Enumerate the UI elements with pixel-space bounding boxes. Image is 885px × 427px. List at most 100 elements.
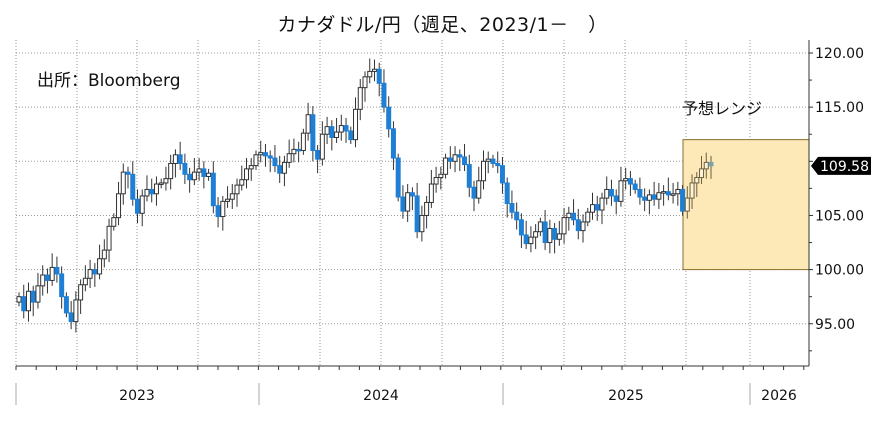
- candle-up: [371, 68, 377, 72]
- source-annotation: 出所：Bloomberg: [37, 71, 181, 91]
- candle-down: [296, 148, 302, 152]
- candle-down: [134, 198, 140, 214]
- candle-up: [656, 192, 662, 200]
- forecast-range-box: [682, 139, 810, 271]
- candle-up: [220, 200, 226, 218]
- candle-up: [433, 177, 439, 185]
- candle-up: [556, 233, 562, 240]
- candle-up: [419, 214, 425, 233]
- candle-up: [73, 299, 79, 323]
- candle-down: [215, 205, 221, 218]
- candle-up: [168, 162, 174, 180]
- candle-down: [518, 219, 524, 236]
- candle-down: [177, 154, 183, 164]
- year-label: 2026: [761, 388, 797, 404]
- candle-up: [25, 290, 31, 312]
- candle-up: [480, 160, 486, 182]
- candle-down: [390, 128, 396, 159]
- candle-up: [476, 180, 482, 199]
- candle-up: [561, 217, 567, 235]
- candle-down: [343, 125, 349, 132]
- candle-down: [409, 192, 415, 197]
- candle-up: [585, 211, 591, 223]
- candle-up: [291, 148, 297, 155]
- candle-up: [319, 133, 325, 160]
- candle-up: [163, 178, 169, 184]
- candle-down: [651, 194, 657, 200]
- candle-up: [580, 221, 586, 232]
- candle-up: [139, 195, 145, 214]
- candle-down: [499, 165, 505, 184]
- candle-up: [286, 153, 292, 163]
- candle-down: [680, 188, 686, 212]
- candle-up: [537, 221, 543, 233]
- candle-up: [16, 296, 22, 303]
- candle-down: [329, 126, 335, 138]
- candle-up: [362, 76, 368, 89]
- candle-up: [258, 152, 264, 156]
- candle-up: [684, 197, 690, 212]
- candle-up: [689, 182, 695, 199]
- candle-down: [386, 106, 392, 130]
- candle-up: [590, 204, 596, 213]
- candle-up: [225, 198, 231, 202]
- candle-up: [357, 87, 363, 110]
- candle-up: [405, 192, 411, 212]
- candle-up: [239, 179, 245, 186]
- candle-down: [462, 156, 468, 166]
- year-label: 2024: [363, 388, 399, 404]
- candle-up: [604, 188, 610, 199]
- candle-down: [187, 173, 193, 181]
- candle-down: [642, 196, 648, 201]
- candle-down: [315, 149, 321, 160]
- candle-up: [106, 225, 112, 251]
- candle-down: [310, 114, 316, 151]
- candle-down: [466, 164, 472, 188]
- candle-down: [348, 130, 354, 141]
- candle-up: [334, 131, 340, 138]
- candle-down: [523, 234, 529, 245]
- last-price-tag: [811, 156, 871, 175]
- candle-up: [699, 168, 705, 179]
- candle-up: [338, 125, 344, 133]
- candle-down: [21, 296, 27, 312]
- candle-down: [54, 266, 60, 275]
- candle-down: [637, 188, 643, 198]
- candle-up: [87, 269, 93, 279]
- candle-up: [120, 171, 126, 195]
- y-axis: 95.00 100.00 105.00 115.00 120.00 109.58: [808, 40, 871, 366]
- candle-down: [125, 171, 131, 175]
- candle-down: [632, 183, 638, 190]
- candle-down: [68, 312, 74, 323]
- candle-down: [608, 188, 614, 197]
- candle-down: [575, 219, 581, 232]
- candle-down: [63, 296, 69, 314]
- candle-down: [395, 157, 401, 198]
- y-tick-label: 95.00: [815, 317, 855, 333]
- candle-down: [59, 273, 65, 298]
- candle-down: [277, 165, 283, 174]
- candle-up: [248, 165, 254, 170]
- candle-up: [111, 217, 117, 227]
- candle-up: [116, 193, 122, 219]
- y-tick-label: 115.00: [815, 100, 864, 116]
- candle-down: [665, 191, 671, 196]
- candle-up: [191, 171, 197, 181]
- candle-up: [305, 114, 311, 134]
- candle-up: [172, 154, 178, 164]
- year-label: 2025: [608, 388, 644, 404]
- candle-up: [78, 284, 84, 301]
- candle-up: [443, 157, 449, 175]
- candle-up: [206, 172, 212, 177]
- candle-down: [414, 195, 420, 233]
- last-price-label: 109.58: [820, 159, 869, 175]
- candle-down: [571, 212, 577, 221]
- candle-up: [82, 277, 88, 286]
- candle-up: [661, 191, 667, 194]
- candle-down: [182, 162, 188, 175]
- candle-up: [40, 274, 46, 287]
- candle-down: [381, 82, 387, 108]
- candle-up: [229, 193, 235, 200]
- candle-up: [244, 168, 250, 181]
